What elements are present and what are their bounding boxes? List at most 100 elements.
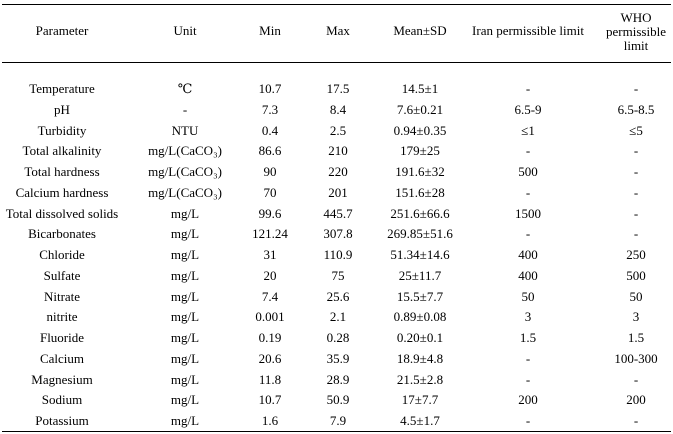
cell: mg/L	[170, 392, 200, 408]
cell: 400	[518, 247, 538, 262]
cell: -	[633, 164, 639, 179]
cell: 15.5±7.7	[396, 288, 444, 304]
cell: -	[525, 81, 531, 96]
cell: mg/L	[170, 350, 200, 366]
cell: -	[633, 143, 639, 159]
cell: 7.4	[261, 288, 279, 304]
cell: Total hardness	[24, 164, 100, 179]
cell: 86.6	[258, 143, 282, 159]
cell: 307.8	[323, 226, 353, 242]
cell: 179±25	[400, 143, 440, 159]
cell: -	[525, 184, 531, 200]
cell: ℃	[177, 81, 193, 96]
cell: nitrite	[46, 309, 78, 325]
cell: mg/L	[170, 371, 200, 387]
cell: 1.5	[627, 330, 645, 345]
header-cell: Parameter	[35, 23, 89, 38]
cell: 28.9	[326, 371, 350, 387]
cell: 210	[328, 143, 348, 159]
cell: 200	[626, 392, 646, 408]
cell: 50.9	[326, 392, 350, 408]
cell: -	[633, 371, 639, 387]
cell: 50	[629, 288, 643, 304]
cell: 3	[632, 309, 640, 325]
cell: 250	[626, 247, 646, 262]
cell: 121.24	[252, 226, 288, 242]
cell: mg/L	[170, 288, 200, 304]
cell: 0.89±0.08	[393, 309, 447, 325]
cell: 2.1	[329, 309, 347, 325]
cell: 191.6±32	[395, 164, 445, 179]
cell: 18.9±4.8	[396, 350, 444, 366]
cell: 269.85±51.6	[387, 226, 453, 242]
cell: Sulfate	[43, 267, 81, 283]
cell: 70	[263, 184, 277, 200]
cell: 200	[518, 392, 538, 408]
cell: mg/L	[170, 330, 200, 345]
cell: 0.20±0.1	[396, 330, 444, 345]
cell: 31	[263, 247, 277, 262]
cell: Magnesium	[31, 371, 93, 387]
cell: mg/L	[170, 205, 200, 221]
cell: 1.5	[519, 330, 537, 345]
cell: mg/L	[170, 309, 200, 325]
cell: -	[525, 413, 531, 428]
cell: 7.9	[329, 413, 347, 428]
header-cell: Min	[259, 23, 281, 38]
cell: NTU	[171, 122, 199, 138]
cell: 10.7	[258, 392, 282, 408]
cell: 151.6±28	[395, 184, 445, 200]
cell: -	[182, 101, 188, 117]
cell: mg/L(CaCO₃)	[148, 143, 222, 159]
header-rule	[2, 62, 671, 63]
cell: ≤5	[629, 122, 643, 138]
cell: 220	[328, 164, 348, 179]
cell: Temperature	[29, 81, 95, 96]
cell: Calcium hardness	[15, 184, 109, 200]
cell: 14.5±1	[401, 81, 439, 96]
cell: 500	[518, 164, 538, 179]
cell: mg/L	[170, 226, 200, 242]
cell: 6.5-8.5	[617, 101, 655, 117]
cell: 7.3	[261, 101, 279, 117]
cell: mg/L	[170, 247, 200, 262]
cell: mg/L(CaCO₃)	[148, 164, 222, 179]
cell: 20.6	[258, 350, 282, 366]
cell: Total alkalinity	[22, 143, 102, 159]
cell: 10.7	[258, 81, 282, 96]
bottom-rule	[2, 431, 671, 432]
header-cell: Unit	[173, 23, 197, 38]
cell: mg/L	[170, 413, 200, 428]
cell: Potassium	[35, 413, 89, 428]
cell: 50	[521, 288, 535, 304]
cell: 445.7	[323, 205, 353, 221]
cell: pH	[54, 101, 70, 117]
cell: 51.34±14.6	[390, 247, 450, 262]
cell: 0.94±0.35	[393, 122, 447, 138]
header-cell: Mean±SD	[393, 23, 447, 38]
cell: Calcium	[39, 350, 85, 366]
cell: 400	[518, 267, 538, 283]
cell: 500	[626, 267, 646, 283]
cell: 2.5	[329, 122, 347, 138]
cell: Turbidity	[37, 122, 87, 138]
cell: Nitrate	[43, 288, 81, 304]
header-cell: Max	[326, 23, 350, 38]
cell: 35.9	[326, 350, 350, 366]
cell: 25.6	[326, 288, 350, 304]
header-cell: WHO permissible limit	[606, 10, 666, 53]
cell: 7.6±0.21	[396, 101, 444, 117]
cell: -	[633, 413, 639, 428]
cell: 0.4	[261, 122, 279, 138]
cell: 21.5±2.8	[396, 371, 444, 387]
cell: 1.6	[261, 413, 279, 428]
cell: 6.5-9	[514, 101, 542, 117]
cell: 0.28	[326, 330, 350, 345]
cell: 0.19	[258, 330, 282, 345]
cell: -	[525, 143, 531, 159]
cell: 25±11.7	[398, 267, 442, 283]
cell: 75	[331, 267, 345, 283]
cell: 100-300	[614, 350, 658, 366]
cell: -	[633, 226, 639, 242]
cell: ≤1	[521, 122, 535, 138]
